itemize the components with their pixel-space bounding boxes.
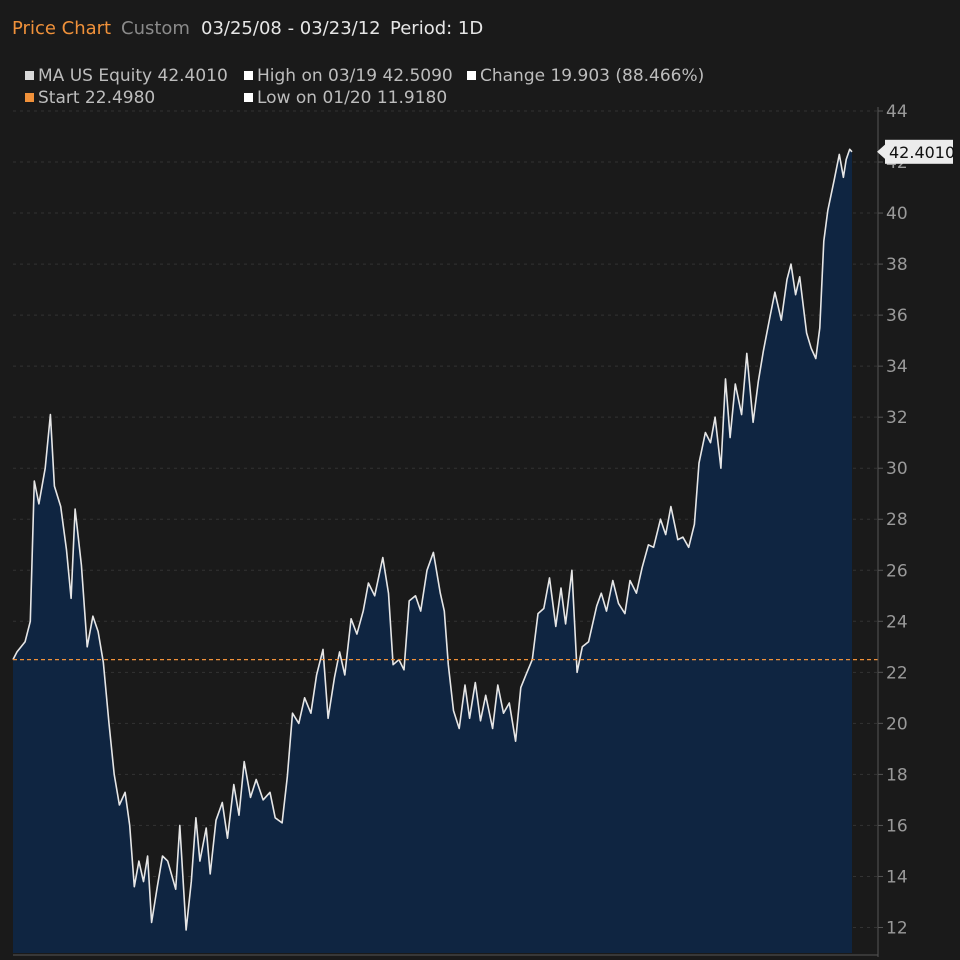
last-price-label-box [885, 139, 953, 164]
y-tick-label-16: 16 [886, 816, 908, 836]
tab-price-chart[interactable]: Price Chart [12, 18, 112, 39]
legend-swatch-start [25, 93, 34, 102]
legend-swatch-high [244, 71, 253, 80]
price-area [13, 149, 852, 954]
y-tick-label-38: 38 [886, 255, 908, 275]
y-tick-label-22: 22 [886, 663, 908, 683]
last-price-label: 42.4010 [877, 139, 955, 164]
y-tick-label-24: 24 [886, 612, 908, 632]
legend-item-low: Low on 01/20 11.9180 [244, 88, 447, 108]
legend-swatch-equity [25, 71, 34, 80]
y-tick-label-28: 28 [886, 510, 908, 530]
y-tick-label-30: 30 [886, 459, 908, 479]
legend-swatch-low [244, 93, 253, 102]
y-tick-label-26: 26 [886, 561, 908, 581]
y-tick-label-18: 18 [886, 765, 908, 785]
legend-text-low: Low on 01/20 11.9180 [257, 88, 448, 108]
period-selector[interactable]: Period: 1D [390, 18, 484, 39]
y-tick-label-36: 36 [886, 306, 908, 326]
y-tick-label-20: 20 [886, 714, 908, 734]
y-tick-label-44: 44 [886, 102, 908, 122]
legend-item-equity: MA US Equity 42.4010 [25, 66, 228, 86]
y-tick-label-32: 32 [886, 408, 908, 428]
legend-text-start: Start 22.4980 [38, 88, 156, 108]
legend-text-change: Change 19.903 (88.466%) [480, 66, 705, 86]
legend-item-start: Start 22.4980 [25, 88, 155, 108]
last-price-label-text: 42.4010 [889, 143, 955, 162]
legend-swatch-change [467, 71, 476, 80]
y-tick-label-14: 14 [886, 867, 908, 887]
price-line [12, 148, 853, 931]
chart-header: Price Chart Custom 03/25/08 - 03/23/12 P… [0, 0, 960, 60]
legend-item-high: High on 03/19 42.5090 [244, 66, 453, 86]
legend-text-high: High on 03/19 42.5090 [257, 66, 453, 86]
y-tick-label-40: 40 [886, 204, 908, 224]
date-range[interactable]: 03/25/08 - 03/23/12 [201, 18, 381, 39]
y-tick-label-34: 34 [886, 357, 908, 377]
last-price-label-arrow [877, 143, 886, 160]
legend-item-change: Change 19.903 (88.466%) [467, 66, 704, 86]
tab-custom[interactable]: Custom [121, 18, 190, 39]
y-axis-ticks: 1214161820222426283032343638404244 [878, 102, 908, 938]
legend-text-equity: MA US Equity 42.4010 [38, 66, 228, 86]
y-tick-label-12: 12 [886, 918, 908, 938]
